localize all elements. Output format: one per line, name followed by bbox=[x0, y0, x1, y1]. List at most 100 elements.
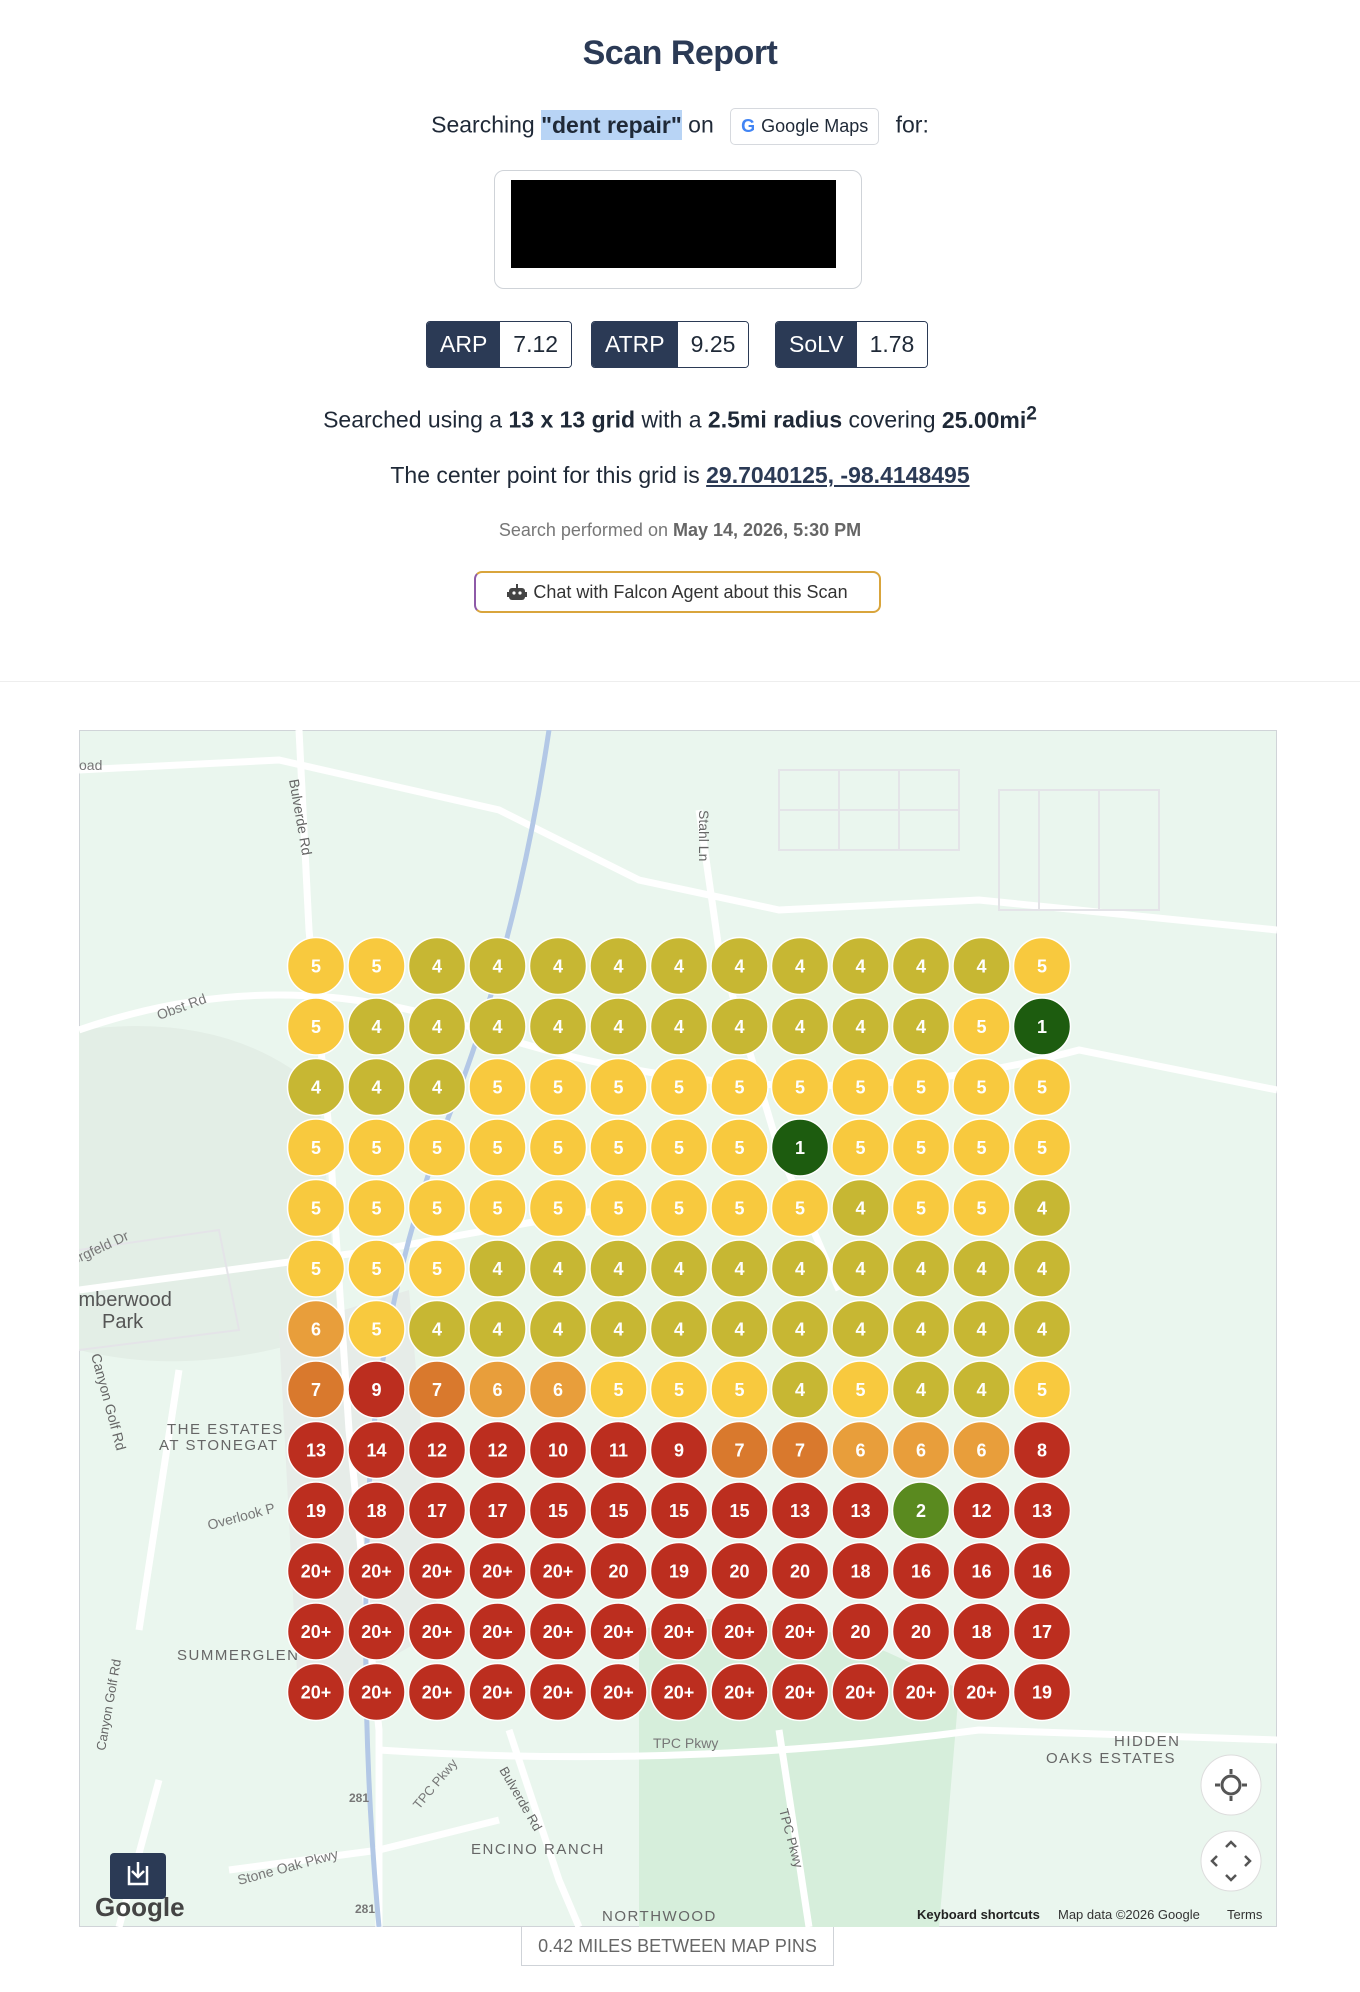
pin bbox=[770, 1420, 830, 1480]
pins: 5 5 4 4 4 4 4 4 4 4 4 4 55 4 4 4 4 4 4 4 4 4 4 5 14 4 4 5 5 5 5 5 5 5 5 5 55… bbox=[286, 936, 1072, 1722]
pin-rank: 20+ bbox=[724, 1683, 755, 1703]
pin bbox=[286, 936, 346, 996]
map-label: 281 bbox=[355, 1902, 375, 1916]
pin bbox=[952, 1239, 1011, 1298]
pin bbox=[891, 1057, 951, 1117]
pin-rank: 4 bbox=[1037, 1199, 1047, 1219]
pin-rank: 5 bbox=[613, 1138, 623, 1158]
pin bbox=[1012, 1118, 1072, 1177]
radius: 2.5mi radius bbox=[707, 406, 843, 433]
pin-rank: 15 bbox=[729, 1501, 749, 1521]
pin-rank: 4 bbox=[492, 957, 502, 977]
pin-rank: 4 bbox=[674, 1320, 684, 1340]
pin-rank: 18 bbox=[971, 1622, 991, 1642]
pin bbox=[347, 1239, 406, 1298]
pin-rank: 5 bbox=[916, 1078, 926, 1098]
pin-rank: 20+ bbox=[543, 1562, 574, 1582]
pin-rank: 5 bbox=[492, 1199, 502, 1219]
pin bbox=[891, 1239, 951, 1298]
pin bbox=[649, 1239, 709, 1298]
pin-rank: 4 bbox=[432, 1017, 442, 1037]
pin-rank: 4 bbox=[553, 1017, 563, 1037]
map-label: HIDDEN bbox=[1114, 1733, 1181, 1750]
pin bbox=[770, 1118, 830, 1177]
pin-rank: 5 bbox=[311, 1199, 321, 1219]
pin-rank: 20+ bbox=[966, 1683, 997, 1703]
pin bbox=[347, 1360, 406, 1419]
chat-button[interactable]: Chat with Falcon Agent about this Scan bbox=[474, 571, 881, 613]
pin-rank: 5 bbox=[432, 1259, 442, 1279]
pin bbox=[831, 1057, 890, 1117]
pin-rank: 20 bbox=[790, 1562, 810, 1582]
pin-rank: 20+ bbox=[422, 1562, 453, 1582]
pin-rank: 20+ bbox=[361, 1622, 392, 1642]
pin-rank: 20+ bbox=[482, 1622, 513, 1642]
pin bbox=[347, 1662, 406, 1722]
pin-rank: 4 bbox=[311, 1078, 321, 1098]
pin-rank: 5 bbox=[734, 1380, 744, 1400]
google-icon: G bbox=[741, 116, 756, 136]
text: Searching bbox=[431, 111, 535, 138]
pin bbox=[891, 1481, 951, 1540]
pin bbox=[468, 1481, 527, 1540]
pin-rank: 13 bbox=[306, 1441, 326, 1461]
pin bbox=[468, 1420, 527, 1480]
pin bbox=[589, 1239, 648, 1298]
pin-rank: 16 bbox=[911, 1562, 931, 1582]
pin bbox=[891, 1360, 951, 1419]
pin-rank: 5 bbox=[1037, 1078, 1047, 1098]
pin-rank: 5 bbox=[916, 1138, 926, 1158]
locate-button[interactable] bbox=[1200, 1754, 1262, 1816]
pin-rank: 4 bbox=[674, 957, 684, 977]
pin-rank: 4 bbox=[916, 1017, 926, 1037]
pin-rank: 20+ bbox=[361, 1683, 392, 1703]
pin bbox=[286, 1178, 346, 1238]
pin-rank: 4 bbox=[916, 1320, 926, 1340]
pin-rank: 9 bbox=[674, 1441, 684, 1461]
map-label: TPC Pkwy bbox=[653, 1735, 718, 1751]
pin bbox=[649, 1057, 709, 1117]
pin-rank: 16 bbox=[1032, 1562, 1052, 1582]
map-label: SUMMERGLEN bbox=[177, 1647, 300, 1664]
pin bbox=[831, 1481, 890, 1540]
pin bbox=[710, 997, 769, 1056]
pin-rank: 5 bbox=[492, 1078, 502, 1098]
pin-rank: 5 bbox=[734, 1078, 744, 1098]
pin bbox=[286, 1057, 346, 1117]
pin bbox=[468, 1662, 527, 1722]
pin bbox=[407, 1178, 467, 1238]
pin-rank: 4 bbox=[795, 1320, 805, 1340]
pin bbox=[347, 997, 406, 1056]
fullscreen-button[interactable] bbox=[1200, 1830, 1262, 1892]
pin bbox=[407, 936, 467, 996]
pin bbox=[891, 997, 951, 1056]
pin bbox=[468, 1178, 527, 1238]
pin bbox=[528, 1420, 588, 1480]
pin bbox=[468, 1057, 527, 1117]
pin-rank: 4 bbox=[916, 957, 926, 977]
coords-link[interactable]: 29.7040125, -98.4148495 bbox=[706, 462, 970, 488]
pin bbox=[347, 1602, 406, 1661]
text: Search performed on bbox=[498, 520, 668, 540]
pin-rank: 5 bbox=[371, 1259, 381, 1279]
pin bbox=[649, 1360, 709, 1419]
pin bbox=[528, 936, 588, 996]
pin-rank: 5 bbox=[674, 1138, 684, 1158]
pin bbox=[891, 1662, 951, 1722]
pin bbox=[528, 1239, 588, 1298]
pin-rank: 20+ bbox=[301, 1622, 332, 1642]
pin bbox=[468, 1360, 527, 1419]
pin-rank: 4 bbox=[795, 957, 805, 977]
pin-rank: 5 bbox=[1037, 1380, 1047, 1400]
keyword: "dent repair" bbox=[541, 109, 682, 140]
pin-rank: 5 bbox=[976, 1199, 986, 1219]
pin bbox=[407, 1299, 467, 1359]
pin-rank: 19 bbox=[1032, 1683, 1052, 1703]
pin bbox=[468, 1118, 527, 1177]
pin-rank: 13 bbox=[790, 1501, 810, 1521]
metric: ATRP 9.25 bbox=[591, 321, 750, 368]
pin bbox=[831, 1420, 890, 1480]
pin bbox=[649, 1541, 709, 1601]
pin bbox=[407, 1360, 467, 1419]
pin bbox=[891, 1602, 951, 1661]
